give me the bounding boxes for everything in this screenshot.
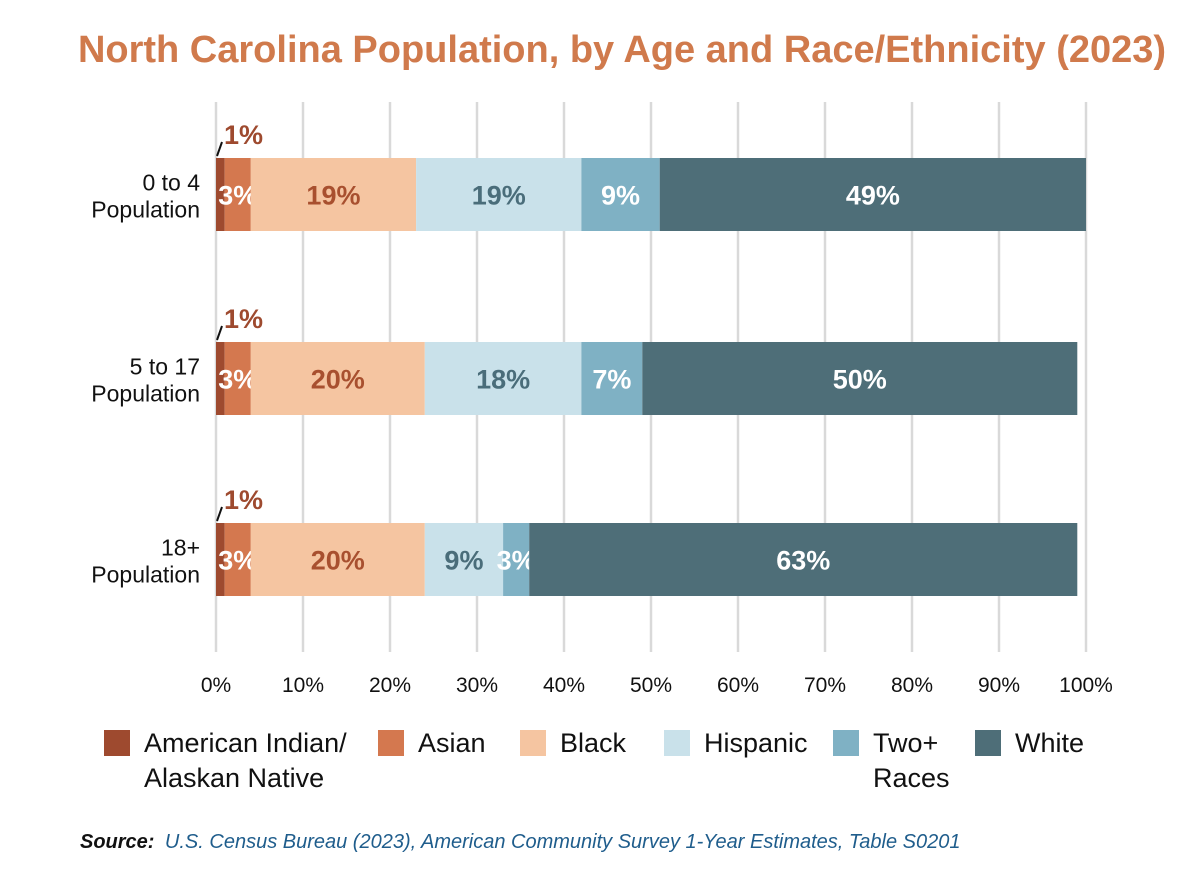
legend-swatch	[975, 730, 1001, 756]
source-text: U.S. Census Bureau (2023), American Comm…	[165, 831, 961, 853]
legend-item: White	[975, 728, 1084, 758]
bar-segment	[503, 523, 530, 596]
category-label: 18+ Population	[91, 535, 200, 588]
data-label: 19%	[306, 181, 360, 211]
bar-segment	[250, 342, 425, 415]
data-label: 49%	[846, 181, 900, 211]
x-tick-label: 80%	[891, 674, 933, 697]
source-note: Source: U.S. Census Bureau (2023), Ameri…	[80, 831, 960, 853]
bar-segment	[216, 158, 225, 231]
legend-swatch	[664, 730, 690, 756]
data-label-leader	[216, 506, 223, 522]
legend-swatch	[104, 730, 130, 756]
data-label: 50%	[833, 365, 887, 395]
data-label: 18%	[476, 365, 530, 395]
x-tick-label: 50%	[630, 674, 672, 697]
x-tick-label: 40%	[543, 674, 585, 697]
data-label: 9%	[444, 546, 483, 576]
x-tick-label: 60%	[717, 674, 759, 697]
legend-item: Two+ Races	[833, 728, 950, 793]
bar-segment	[224, 342, 251, 415]
x-tick-label: 70%	[804, 674, 846, 697]
bar-segment	[250, 523, 425, 596]
x-tick-label: 0%	[201, 674, 231, 697]
data-label: 1%	[224, 120, 263, 150]
x-tick-label: 90%	[978, 674, 1020, 697]
chart-title: North Carolina Population, by Age and Ra…	[78, 29, 1166, 71]
bar-segment	[216, 342, 225, 415]
data-label: 19%	[472, 181, 526, 211]
legend-label: White	[1015, 728, 1084, 758]
data-label: 7%	[592, 365, 631, 395]
data-label: 20%	[311, 546, 365, 576]
data-label: 1%	[224, 304, 263, 334]
bar-segment	[216, 523, 225, 596]
legend-label: Black	[560, 728, 627, 758]
bar-segment	[250, 158, 417, 231]
bar-row-0: 1% 3% 19% 19% 9% 49%	[216, 120, 1086, 231]
y-axis-categories: 0 to 4 Population 5 to 17 Population 18+ Popu…	[91, 170, 200, 588]
legend-label: American Indian/Alaskan Native	[144, 728, 347, 793]
data-label: 3%	[218, 546, 257, 576]
legend-swatch	[520, 730, 546, 756]
legend-swatch	[378, 730, 404, 756]
bar-segment	[659, 158, 1086, 231]
legend-label: Asian	[418, 728, 486, 758]
x-tick-label: 20%	[369, 674, 411, 697]
x-tick-label: 100%	[1059, 674, 1113, 697]
bar-segment	[416, 158, 582, 231]
data-label: 3%	[218, 365, 257, 395]
bar-segment	[642, 342, 1078, 415]
data-label: 3%	[218, 181, 257, 211]
data-label: 3%	[497, 546, 536, 576]
bar-row-2: 1% 3% 20% 9% 3% 63%	[216, 485, 1078, 596]
legend: American Indian/Alaskan Native Asian Black…	[104, 728, 1084, 793]
x-tick-label: 30%	[456, 674, 498, 697]
legend-label: Two+ Races	[873, 728, 950, 793]
category-label: 5 to 17 Population	[91, 354, 200, 407]
bars: 1% 3% 19% 19% 9% 49% 1% 3% 20% 18% 7% 50% 1% 3% 20% 9% 3…	[216, 120, 1086, 596]
legend-item: Asian	[378, 728, 486, 758]
bar-segment	[529, 523, 1078, 596]
legend-item: Hispanic	[664, 728, 808, 758]
data-label: 9%	[601, 181, 640, 211]
bar-segment	[581, 342, 643, 415]
data-label-leader	[216, 325, 223, 341]
legend-swatch	[833, 730, 859, 756]
legend-item: American Indian/Alaskan Native	[104, 728, 347, 793]
bar-segment	[224, 158, 251, 231]
bar-segment	[581, 158, 660, 231]
x-axis-ticks: 0% 10% 20% 30% 40% 50% 60% 70% 80% 90% 100%	[201, 674, 1113, 697]
legend-label: Hispanic	[704, 728, 808, 758]
data-label-leader	[216, 141, 223, 157]
data-label: 20%	[311, 365, 365, 395]
x-tick-label: 10%	[282, 674, 324, 697]
bar-row-1: 1% 3% 20% 18% 7% 50%	[216, 304, 1078, 415]
data-label: 1%	[224, 485, 263, 515]
legend-item: Black	[520, 728, 627, 758]
source-label: Source:	[80, 831, 154, 853]
bar-segment	[424, 523, 504, 596]
bar-segment	[424, 342, 582, 415]
category-label: 0 to 4 Population	[91, 170, 200, 223]
bar-segment	[224, 523, 251, 596]
data-label: 63%	[776, 546, 830, 576]
